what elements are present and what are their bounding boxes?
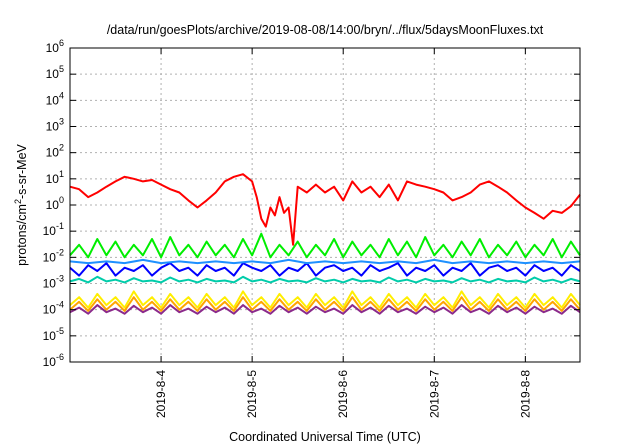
series-line-4 — [69, 275, 581, 284]
y-tick-label: 104 — [46, 90, 64, 107]
axis-ticks — [70, 47, 580, 363]
y-tick-label: 106 — [46, 38, 64, 55]
x-tick-label: 2019-8-6 — [336, 370, 350, 418]
y-tick-label: 10-1 — [43, 221, 64, 238]
svg-text:protons/cm2-s-sr-MeV: protons/cm2-s-sr-MeV — [13, 143, 29, 265]
y-tick-label: 10-3 — [43, 274, 64, 291]
series-line-6 — [69, 296, 581, 312]
chart-title: /data/run/goesPlots/archive/2019-08-08/1… — [107, 23, 544, 37]
y-tick-label: 105 — [46, 64, 64, 81]
series-line-3 — [69, 258, 581, 265]
y-tick-label: 103 — [46, 117, 64, 134]
y-tick-label: 10-4 — [43, 300, 64, 317]
y-tick-label: 100 — [46, 195, 64, 212]
series-line-5 — [69, 290, 581, 309]
x-tick-label: 2019-8-8 — [518, 370, 532, 418]
y-tick-label: 101 — [46, 169, 64, 186]
x-tick-label: 2019-8-7 — [427, 370, 441, 418]
series-line-1 — [69, 232, 581, 259]
y-axis-label-sup: 2 — [13, 199, 23, 204]
y-axis-label-post: -s-sr-MeV — [15, 143, 29, 199]
y-tick-label: 10-2 — [43, 247, 64, 264]
y-tick-label: 10-6 — [43, 352, 64, 369]
x-axis-label: Coordinated Universal Time (UTC) — [229, 430, 421, 444]
series-line-2 — [69, 262, 581, 277]
series-line-0 — [69, 173, 581, 246]
x-tick-label: 2019-8-5 — [245, 370, 259, 418]
y-tick-label: 102 — [46, 143, 64, 160]
y-axis-label: protons/cm2-s-sr-MeV — [13, 143, 29, 265]
series-lines — [69, 173, 581, 315]
series-line-7 — [69, 304, 581, 315]
y-axis-label-pre: protons/cm — [15, 204, 29, 266]
y-tick-label: 10-5 — [43, 326, 64, 343]
grid-lines — [70, 48, 580, 362]
x-tick-label: 2019-8-4 — [154, 370, 168, 418]
